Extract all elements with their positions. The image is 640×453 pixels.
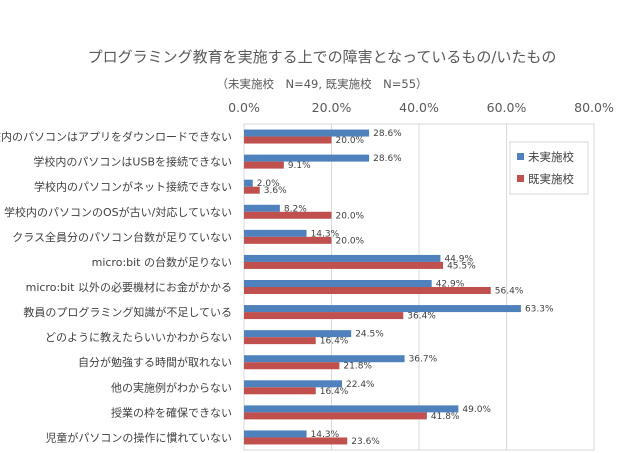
- data-label: 36.4%: [407, 312, 436, 322]
- bar-not-implemented: [244, 380, 342, 388]
- data-label: 44.9%: [444, 254, 473, 264]
- bar-not-implemented: [244, 355, 405, 363]
- bar-not-implemented: [244, 330, 352, 338]
- category-label: 他の実施例がわからない: [111, 380, 232, 394]
- bar-not-implemented: [244, 129, 370, 137]
- data-label: 28.6%: [373, 154, 402, 164]
- x-tick-label: 40.0%: [399, 100, 439, 115]
- category-label: micro:bit 以外の必要機材にお金がかかる: [26, 280, 232, 294]
- bar-implemented: [244, 261, 444, 269]
- x-tick-label: 80.0%: [574, 100, 614, 115]
- bar-not-implemented: [244, 254, 441, 262]
- bar-not-implemented: [244, 280, 432, 287]
- category-label: 学校内のパソコンはアプリをダウンロードできない: [0, 130, 232, 144]
- bar-not-implemented: [244, 405, 459, 413]
- data-label: 8.2%: [284, 204, 307, 214]
- data-label: 16.4%: [320, 337, 349, 347]
- bar-implemented: [244, 211, 332, 219]
- data-label: 42.9%: [436, 280, 465, 290]
- data-label: 49.0%: [462, 405, 491, 415]
- data-label: 20.0%: [336, 236, 365, 246]
- chart-title: プログラミング教育を実施する上での障害となっているもの/いたもの: [88, 48, 557, 66]
- legend-box: [509, 141, 589, 195]
- bar-implemented: [244, 387, 316, 395]
- bar-implemented: [244, 136, 332, 144]
- bar-implemented: [244, 437, 348, 445]
- data-label: 21.8%: [343, 362, 372, 372]
- category-label: 学校内のパソコンはUSBを接続できない: [33, 155, 232, 169]
- data-label: 63.3%: [525, 305, 554, 315]
- data-label: 14.3%: [311, 229, 340, 239]
- category-label: どのように教えたらいいかわからない: [45, 331, 232, 344]
- legend-label: 未実施校: [528, 150, 574, 164]
- bar-implemented: [244, 161, 284, 169]
- bar-not-implemented: [244, 430, 307, 438]
- bar-not-implemented: [244, 229, 307, 237]
- data-label: 41.8%: [431, 412, 460, 422]
- legend-swatch: [517, 153, 524, 160]
- data-label: 56.4%: [495, 287, 524, 297]
- data-label: 23.6%: [351, 437, 380, 447]
- bar-implemented: [244, 312, 404, 320]
- data-label: 3.6%: [264, 186, 287, 196]
- bar-not-implemented: [244, 204, 280, 212]
- bar-implemented: [244, 337, 316, 345]
- category-label: 授業の枠を確保できない: [111, 405, 232, 419]
- data-label: 36.7%: [409, 355, 438, 365]
- legend-swatch: [517, 175, 524, 182]
- bar-implemented: [244, 287, 491, 294]
- category-label: 児童がパソコンの操作に慣れていない: [45, 430, 232, 444]
- category-label: クラス全員分のパソコン台数が足りていない: [12, 230, 232, 244]
- legend-label: 既実施校: [528, 172, 574, 186]
- data-label: 20.0%: [336, 211, 365, 221]
- data-label: 16.4%: [320, 387, 349, 397]
- data-label: 14.3%: [311, 430, 340, 440]
- chart-subtitle: （未実施校 N=49, 既実施校 N=55）: [216, 77, 427, 91]
- data-label: 2.0%: [257, 179, 280, 189]
- x-tick-label: 60.0%: [487, 100, 527, 115]
- bar-implemented: [244, 236, 332, 244]
- category-label: 自分が勉強する時間が取れない: [78, 355, 232, 369]
- data-label: 20.0%: [336, 136, 365, 146]
- data-label: 9.1%: [288, 161, 311, 171]
- category-label: 学校内のパソコンがネット接続できない: [34, 180, 232, 194]
- bar-implemented: [244, 362, 340, 370]
- x-tick-label: 0.0%: [228, 100, 260, 115]
- bar-implemented: [244, 186, 260, 194]
- bar-implemented: [244, 412, 427, 420]
- category-label: 教員のプログラミング知識が不足している: [23, 305, 232, 319]
- category-label: 学校内のパソコンのOSが古い/対応していない: [4, 205, 232, 219]
- data-label: 28.6%: [373, 129, 402, 139]
- bar-not-implemented: [244, 179, 253, 187]
- data-label: 22.4%: [346, 380, 375, 390]
- category-label: micro:bit の台数が足りない: [92, 255, 232, 269]
- x-tick-label: 20.0%: [312, 100, 352, 115]
- bar-not-implemented: [244, 305, 521, 313]
- bar-not-implemented: [244, 154, 370, 162]
- data-label: 45.5%: [447, 261, 476, 271]
- data-label: 24.5%: [355, 330, 384, 340]
